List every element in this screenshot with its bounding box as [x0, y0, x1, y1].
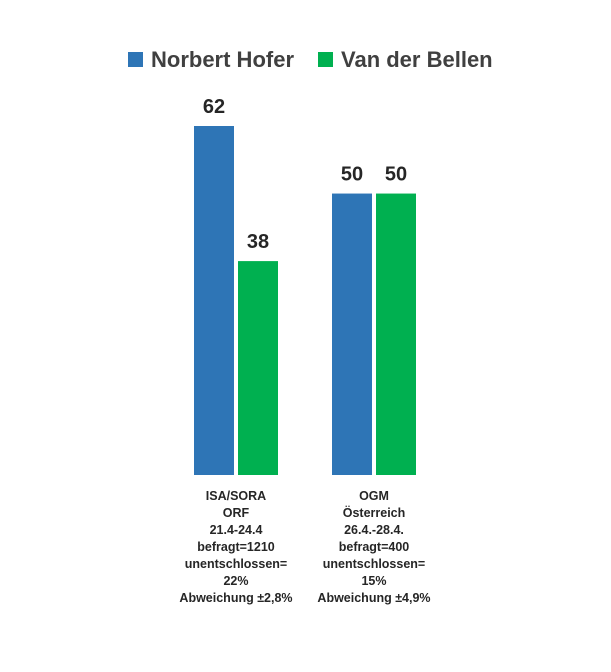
value-label-1-0: 50 — [341, 164, 363, 186]
legend-swatch-1 — [318, 52, 333, 67]
category-label-0: ISA/SORA ORF 21.4-24.4 befragt=1210 unentsch… — [179, 489, 292, 605]
chart-legend: Norbert Hofer Van der Bellen — [128, 47, 493, 72]
value-label-1-1: 50 — [385, 164, 407, 186]
category-labels-group: ISA/SORA ORF 21.4-24.4 befragt=1210 unentsch… — [179, 489, 430, 605]
bar-0-1 — [238, 261, 278, 475]
legend-label-1: Van der Bellen — [341, 47, 493, 72]
legend-label-0: Norbert Hofer — [151, 47, 294, 72]
bar-0-0 — [194, 126, 234, 475]
bars-group — [194, 126, 416, 475]
value-label-0-0: 62 — [203, 96, 225, 118]
bar-1-0 — [332, 193, 372, 475]
legend-swatch-0 — [128, 52, 143, 67]
category-label-1: OGM Österreich 26.4.-28.4. befragt=400 unent… — [317, 489, 430, 605]
bar-1-1 — [376, 193, 416, 475]
value-label-0-1: 38 — [247, 231, 269, 253]
value-labels-group: 62 38 50 50 — [203, 96, 407, 253]
